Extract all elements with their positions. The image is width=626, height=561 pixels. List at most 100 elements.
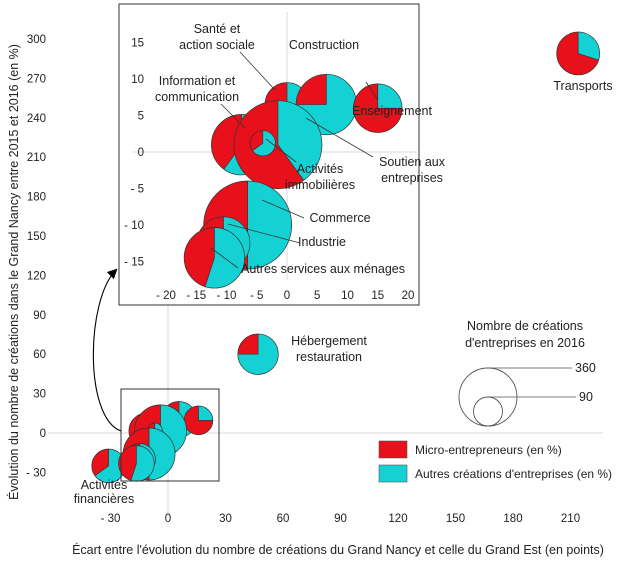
x-tick-label: 180: [503, 513, 522, 525]
inset-y-tick-label: 10: [131, 74, 144, 86]
inset-pie-enseignement: [353, 83, 403, 133]
zoom-box: [120, 388, 220, 482]
x-tick-label: 120: [388, 513, 407, 525]
inset-x-tick-label: - 5: [250, 290, 263, 302]
x-tick-label: 90: [334, 513, 347, 525]
inset-point-label: Industrie: [298, 235, 346, 249]
point-label: restauration: [296, 350, 362, 364]
pie-outline: [233, 100, 323, 190]
cluster-pie: [183, 405, 214, 436]
x-tick-label: 30: [219, 513, 232, 525]
leader-line: [227, 223, 301, 244]
inset-y-tick-label: - 5: [131, 184, 144, 196]
y-tick-label: 60: [33, 349, 46, 361]
size-legend-title: Nombre de créations: [467, 319, 583, 333]
inset-point-label: entreprises: [381, 171, 443, 185]
pie-micro-slice: [211, 114, 242, 170]
inset-point-label: Commerce: [309, 211, 370, 225]
pie-micro-slice: [296, 74, 327, 105]
pie-divider: [130, 463, 137, 481]
legend-label: Autres créations d'entreprises (en %): [415, 467, 612, 481]
point-label: Hébergement: [291, 334, 367, 348]
inset-y-tick-label: - 15: [124, 257, 144, 269]
leader-line: [239, 51, 276, 91]
inset-x-tick-label: 15: [371, 290, 384, 302]
pie-micro-slice: [237, 333, 259, 355]
inset-point-label: communication: [155, 90, 239, 104]
legend: Micro-entrepreneurs (en %) Autres créatio…: [378, 440, 612, 483]
inset-point-label: Soutien aux: [379, 155, 446, 169]
x-tick-label: 0: [165, 513, 171, 525]
legend-swatch: [378, 464, 408, 483]
inset-x-tick-label: 0: [284, 290, 290, 302]
pie-outline: [353, 83, 403, 133]
inset-point-label: Activités: [297, 162, 344, 176]
zoom-arrow: [92, 268, 122, 432]
y-tick-label: 120: [27, 270, 46, 282]
pie-h-bergement-restauration: [237, 333, 279, 375]
size-legend: Nombre de créations d'entreprises en 2016…: [458, 319, 596, 427]
inset-y-tick-label: 5: [138, 111, 144, 123]
y-tick-label: 0: [40, 428, 46, 440]
inset-point-label: Enseignement: [352, 104, 432, 118]
y-tick-label: 240: [27, 113, 46, 125]
inset-point-label: action sociale: [179, 38, 255, 52]
y-tick-label: 180: [27, 192, 46, 204]
y-tick-label: 30: [33, 389, 46, 401]
y-tick-label: 90: [33, 310, 46, 322]
leader-line: [365, 81, 379, 101]
pie-divider: [252, 142, 264, 151]
inset-pie-autres-services-aux-m-nages: [183, 227, 245, 289]
inset-point-label: Autres services aux ménages: [241, 262, 405, 276]
point-label: financières: [74, 492, 134, 506]
inset-point-label: Construction: [289, 38, 359, 52]
inset-y-tick-label: 15: [131, 38, 144, 50]
inset-x-tick-label: 10: [341, 290, 354, 302]
size-legend-label: 360: [575, 361, 596, 375]
leader-line: [305, 117, 374, 158]
point-label: Transports: [553, 79, 612, 93]
pie-outline: [237, 333, 279, 375]
leader-line: [220, 103, 246, 129]
pie-outline: [203, 180, 293, 270]
pie-micro-slice: [184, 227, 215, 287]
inset-x-tick-label: 5: [314, 290, 320, 302]
inset-point-label: Information et: [159, 74, 236, 88]
x-tick-label: 210: [561, 513, 580, 525]
pie-divider: [277, 144, 305, 181]
y-tick-label: - 30: [26, 467, 46, 479]
cluster-pie: [118, 445, 155, 482]
pie-divider: [94, 465, 109, 476]
pie-micro-slice: [91, 449, 109, 476]
y-tick-label: 150: [27, 231, 46, 243]
inset-point-label: Santé et: [194, 22, 241, 36]
inset-y-tick-label: 0: [138, 147, 144, 159]
inset-pie-soutien-aux-entreprises: [249, 130, 276, 157]
y-tick-label: 210: [27, 152, 46, 164]
pie-micro-slice: [118, 445, 137, 481]
leader-line: [261, 199, 305, 219]
legend-label: Micro-entrepreneurs (en %): [415, 443, 562, 457]
x-tick-label: - 30: [101, 513, 121, 525]
pie-divider: [204, 257, 215, 287]
point-label: Activités: [81, 478, 128, 492]
size-legend-label: 90: [579, 390, 593, 404]
inset-point-label: immobilières: [285, 178, 355, 192]
inset-x-tick-label: - 20: [156, 290, 176, 302]
inset-x-tick-label: - 10: [217, 290, 237, 302]
pie-divider: [578, 53, 599, 61]
inset-x-tick-label: - 15: [186, 290, 206, 302]
inset-x-tick-label: 20: [402, 290, 415, 302]
y-tick-label: 300: [27, 34, 46, 46]
legend-swatch: [378, 440, 408, 459]
x-tick-label: 150: [446, 513, 465, 525]
pie-activit-s-financi-res: [91, 448, 126, 483]
pie-micro-slice: [556, 31, 599, 75]
leader-line: [265, 138, 297, 163]
leader-line: [210, 247, 239, 269]
x-tick-label: 60: [277, 513, 290, 525]
pie-outline: [183, 227, 245, 289]
pie-outline: [556, 31, 601, 76]
